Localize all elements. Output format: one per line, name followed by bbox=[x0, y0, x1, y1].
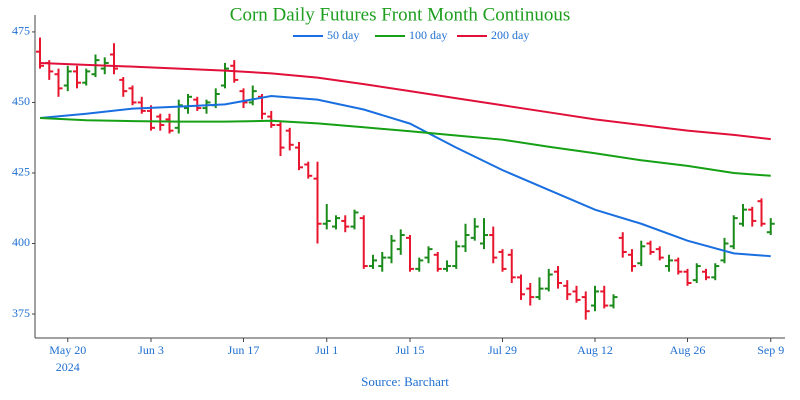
x-year-label: 2024 bbox=[56, 360, 80, 374]
x-tick-label: Jul 15 bbox=[395, 343, 424, 357]
x-tick-label: Jul 29 bbox=[488, 343, 517, 357]
x-tick-label: Aug 12 bbox=[577, 343, 613, 357]
x-tick-label: Sep 9 bbox=[757, 343, 784, 357]
x-tick-label: Jun 17 bbox=[228, 343, 260, 357]
source-note: Source: Barchart bbox=[361, 374, 449, 389]
x-tick-label: Jun 3 bbox=[138, 343, 164, 357]
moving-average-line bbox=[39, 61, 771, 141]
moving-average-line bbox=[39, 94, 771, 258]
y-tick-label: 400 bbox=[12, 235, 30, 249]
legend-label: 50 day bbox=[327, 28, 359, 42]
y-tick-label: 450 bbox=[12, 94, 30, 108]
x-tick-label: May 20 bbox=[49, 343, 86, 357]
y-tick-label: 425 bbox=[12, 165, 30, 179]
y-tick-label: 375 bbox=[12, 306, 30, 320]
legend-label: 200 day bbox=[491, 28, 529, 42]
moving-average-line bbox=[39, 116, 771, 177]
x-tick-label: Aug 26 bbox=[670, 343, 706, 357]
y-tick-label: 475 bbox=[12, 24, 30, 38]
x-tick-label: Jul 1 bbox=[315, 343, 338, 357]
chart-title: Corn Daily Futures Front Month Continuou… bbox=[230, 4, 570, 25]
legend-label: 100 day bbox=[409, 28, 447, 42]
